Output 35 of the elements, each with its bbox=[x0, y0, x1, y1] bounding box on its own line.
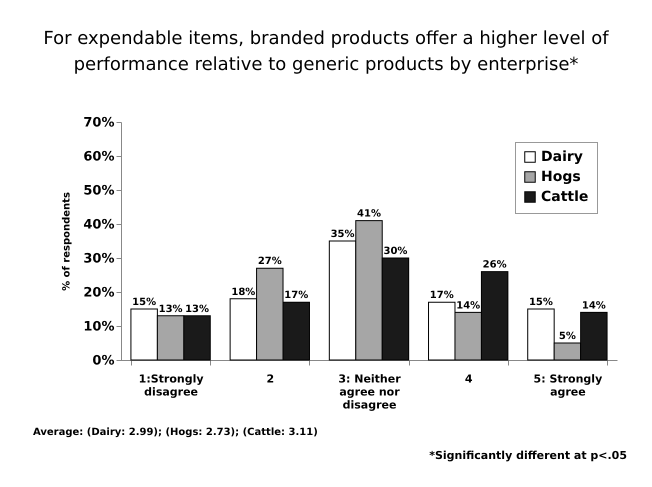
data-label: 30% bbox=[383, 246, 408, 257]
data-label: 15% bbox=[132, 297, 156, 308]
data-label: 13% bbox=[158, 304, 183, 315]
x-tick-label: 1:Strongly disagree bbox=[138, 372, 204, 398]
data-label: 14% bbox=[582, 300, 606, 312]
data-label: 18% bbox=[231, 286, 256, 298]
data-label: 14% bbox=[456, 300, 480, 312]
data-label: 26% bbox=[482, 260, 507, 271]
y-tick-label: 50% bbox=[83, 184, 114, 198]
text: *Significantly different at p<.05 bbox=[429, 449, 627, 462]
x-tick-label: 2 bbox=[266, 372, 274, 386]
legend-label: Dairy bbox=[541, 149, 583, 165]
y-tick-label: 40% bbox=[83, 218, 114, 232]
text: Average: (Dairy: 2.99); (Hogs: 2.73); (Cattle: 3.11) bbox=[33, 427, 318, 438]
data-label: 13% bbox=[185, 304, 210, 315]
y-tick-label: 70% bbox=[83, 116, 114, 130]
x-tick-label: 5: Strongly agree bbox=[534, 372, 602, 398]
y-tick-label: 10% bbox=[83, 320, 114, 334]
legend-label: Hogs bbox=[541, 169, 581, 185]
data-label: 17% bbox=[284, 290, 308, 302]
data-label: 27% bbox=[258, 256, 282, 268]
y-axis-title: % of respondents bbox=[61, 192, 72, 291]
y-tick-label: 30% bbox=[83, 252, 114, 266]
data-label: 5% bbox=[558, 331, 576, 342]
y-tick-label: 20% bbox=[83, 286, 114, 300]
x-tick-label: 3: Neither agree nor disagree bbox=[338, 372, 402, 412]
y-tick-label: 0% bbox=[92, 354, 114, 368]
x-tick-label: 4 bbox=[464, 372, 473, 386]
chart-title: For expendable items, branded products offer a higher level of performance relative to generic products by enterprise* bbox=[43, 28, 610, 75]
data-label: 17% bbox=[430, 290, 454, 302]
data-label: 35% bbox=[330, 229, 355, 240]
data-label: 41% bbox=[357, 208, 381, 220]
legend-label: Cattle bbox=[541, 189, 588, 205]
y-tick-label: 60% bbox=[83, 150, 114, 164]
data-label: 15% bbox=[528, 297, 553, 308]
